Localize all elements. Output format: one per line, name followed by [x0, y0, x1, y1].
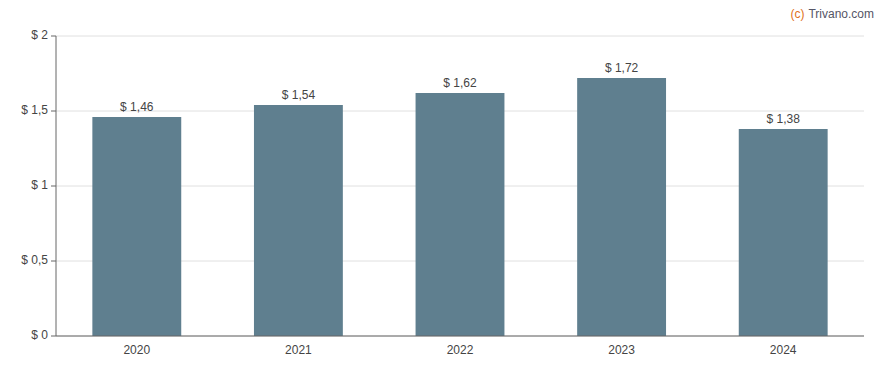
- tick-mark: [51, 36, 56, 37]
- category-label: 2024: [770, 343, 797, 357]
- bar: [254, 105, 343, 336]
- bar: [416, 93, 505, 336]
- tick-mark: [51, 111, 56, 112]
- data-label: $ 1,38: [767, 112, 801, 126]
- data-label: $ 1,62: [443, 76, 477, 90]
- grid: [56, 36, 864, 336]
- watermark-part: Trivano.com: [808, 7, 874, 21]
- y-axis: $ 0 $ 0,5 $ 1 $ 1,5 $ 2: [21, 28, 56, 342]
- tick-label: $ 2: [31, 28, 48, 42]
- data-label: $ 1,72: [605, 61, 639, 75]
- tick-label: $ 0,5: [21, 253, 48, 267]
- watermark: (c) Trivano.com: [790, 7, 874, 21]
- tick-mark: [51, 336, 56, 337]
- data-label: $ 1,54: [282, 88, 316, 102]
- grid-line: [56, 336, 864, 337]
- tick-label: $ 1: [31, 178, 48, 192]
- tick-mark: [51, 186, 56, 187]
- axis-line: [56, 36, 57, 336]
- watermark-part: (c): [790, 7, 804, 21]
- category-label: 2022: [447, 343, 474, 357]
- tick-label: $ 0: [31, 328, 48, 342]
- x-axis: 2020 2021 2022 2023 2024: [56, 336, 864, 357]
- bar: [92, 117, 181, 336]
- chart: $ 0$ 0,5$ 1$ 1,5$ 2$ 1,46$ 1,54$ 1,62$ 1…: [0, 0, 888, 370]
- tick-label: $ 1,5: [21, 103, 48, 117]
- category-label: 2020: [123, 343, 150, 357]
- bar: [577, 78, 666, 336]
- bars: [92, 78, 827, 336]
- data-label: $ 1,46: [120, 100, 154, 114]
- axis-line: [56, 336, 864, 337]
- category-label: 2023: [608, 343, 635, 357]
- data-labels: $ 1,46 $ 1,54 $ 1,62 $ 1,72 $ 1,38: [120, 61, 800, 126]
- tick-mark: [51, 261, 56, 262]
- bar: [739, 129, 828, 336]
- category-label: 2021: [285, 343, 312, 357]
- grid-line: [56, 36, 864, 37]
